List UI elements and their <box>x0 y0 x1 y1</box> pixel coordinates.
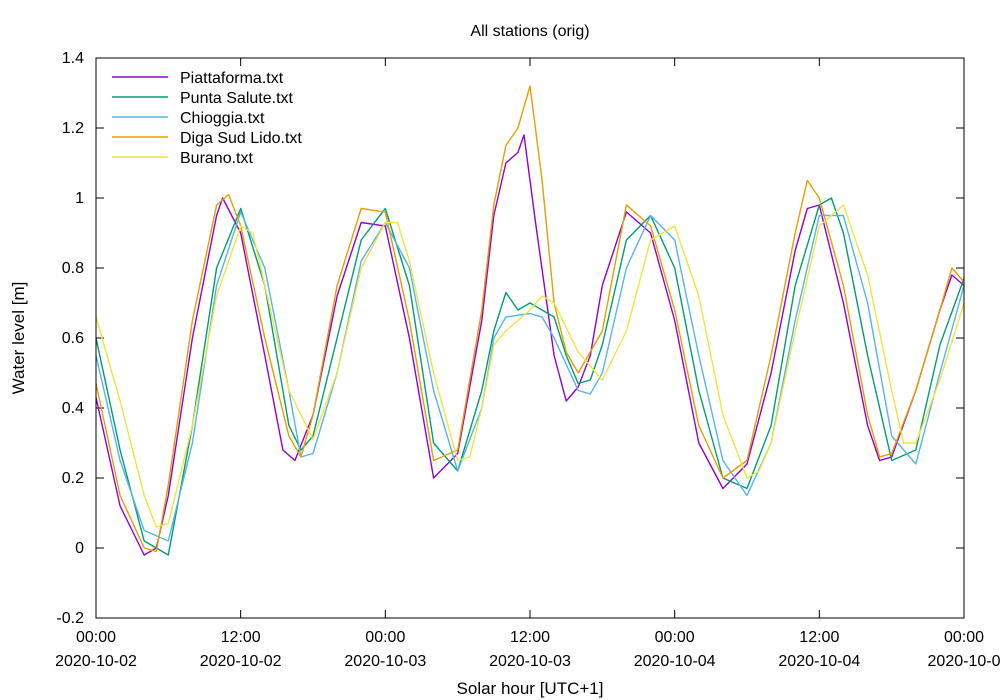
axis-ticks: -0.2 0 0.2 0.4 0.6 0.8 1 1.2 1.4 00:00 2020-10-02 1… <box>55 50 1000 670</box>
x-tick-label-date: 2020-10-02 <box>200 653 282 670</box>
y-tick-label: 1.4 <box>62 50 84 67</box>
x-tick-label-date: 2020-10-03 <box>489 653 571 670</box>
series-layer <box>95 85 965 556</box>
legend-label: Burano.txt <box>180 150 253 167</box>
x-tick-label-time: 12:00 <box>221 629 261 646</box>
x-tick-label-time: 00:00 <box>365 629 405 646</box>
y-tick-label: 0.2 <box>62 470 84 487</box>
legend-label: Diga Sud Lido.txt <box>180 130 302 147</box>
x-tick-label-time: 00:00 <box>655 629 695 646</box>
legend: Piattaforma.txt Punta Salute.txt Chioggia.… <box>112 70 302 167</box>
series-line-1 <box>95 134 965 556</box>
chart-title: All stations (orig) <box>470 23 589 40</box>
y-tick-label: 1 <box>75 190 84 207</box>
y-tick-label: -0.2 <box>56 610 84 627</box>
x-axis-label: Solar hour [UTC+1] <box>457 679 604 698</box>
y-tick-label: 0.8 <box>62 260 84 277</box>
x-tick-label-date: 2020-10-0 <box>928 653 1000 670</box>
y-axis-label: Water level [m] <box>9 282 28 395</box>
x-tick-label-date: 2020-10-04 <box>778 653 860 670</box>
series-line-4 <box>95 85 965 553</box>
x-tick-label-date: 2020-10-04 <box>634 653 716 670</box>
x-tick-label-date: 2020-10-03 <box>344 653 426 670</box>
legend-label: Piattaforma.txt <box>180 70 284 87</box>
y-tick-label: 1.2 <box>62 120 84 137</box>
y-tick-label: 0.6 <box>62 330 84 347</box>
x-tick-label-time: 00:00 <box>944 629 984 646</box>
series-line-5 <box>95 204 965 528</box>
legend-label: Punta Salute.txt <box>180 90 294 107</box>
y-tick-label: 0.4 <box>62 400 84 417</box>
x-tick-label-time: 00:00 <box>76 629 116 646</box>
legend-label: Chioggia.txt <box>180 110 265 127</box>
x-tick-label-date: 2020-10-02 <box>55 653 137 670</box>
x-tick-label-time: 12:00 <box>799 629 839 646</box>
plot-frame <box>95 57 965 619</box>
x-tick-label-time: 12:00 <box>510 629 550 646</box>
y-tick-label: 0 <box>75 540 84 557</box>
